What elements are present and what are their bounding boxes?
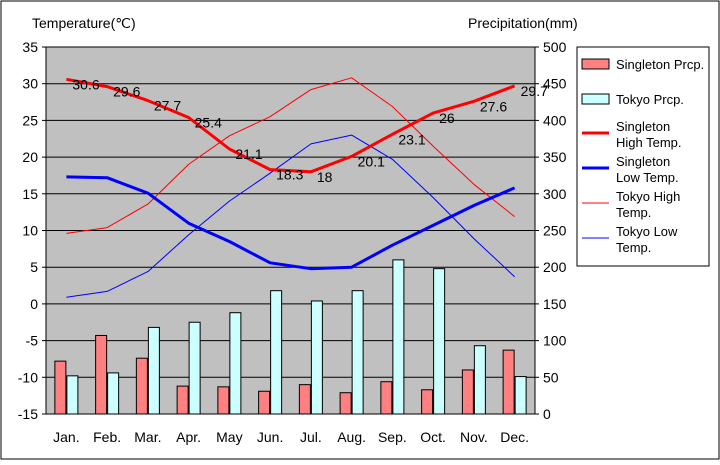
right-tick-label: 150 xyxy=(543,296,567,312)
data-label: 20.1 xyxy=(358,153,385,169)
x-tick-label: Jan. xyxy=(53,429,79,445)
precip-bar xyxy=(310,300,323,415)
left-tick-label: 35 xyxy=(22,39,38,55)
left-tick-label: 20 xyxy=(22,149,38,165)
left-tick-label: 10 xyxy=(22,223,38,239)
data-label: 29.7 xyxy=(521,83,548,99)
legend-label: Temp. xyxy=(616,240,651,255)
right-axis-title: Precipitation(mm) xyxy=(468,15,578,31)
right-tick-label: 50 xyxy=(543,369,559,385)
precip-bar xyxy=(380,381,393,415)
data-labels: 30.6 29.6 27.7 25.4 21.1 18.3 18 20.1 23.1 26 27.6… xyxy=(72,76,548,184)
temperature-lines xyxy=(66,77,516,298)
data-label: 25.4 xyxy=(195,114,222,130)
precip-bar xyxy=(473,345,486,415)
left-tick-label: 5 xyxy=(30,259,38,275)
right-tick-label: 200 xyxy=(543,259,567,275)
x-tick-label: Dec. xyxy=(500,429,529,445)
legend-label: Singleton Prcp. xyxy=(616,57,704,72)
x-tick-label: Mar. xyxy=(134,429,161,445)
legend-label: Singleton xyxy=(616,154,670,169)
precip-bar xyxy=(176,385,189,415)
temp-line xyxy=(66,77,515,234)
precip-bar xyxy=(502,349,515,415)
temp-line xyxy=(66,77,516,174)
right-tick-label: 450 xyxy=(543,76,567,92)
right-tick-label: 300 xyxy=(543,186,567,202)
data-label: 30.6 xyxy=(72,76,99,92)
precip-bar xyxy=(95,334,108,415)
data-label: 29.6 xyxy=(113,84,140,100)
legend-label: Tokyo Low xyxy=(616,224,678,239)
precip-bar xyxy=(433,268,446,415)
data-label: 27.6 xyxy=(480,98,507,114)
right-tick-label: 250 xyxy=(543,223,567,239)
x-tick-label: Apr. xyxy=(176,429,201,445)
precip-bar xyxy=(229,312,242,415)
left-tick-label: 15 xyxy=(22,186,38,202)
precip-bar xyxy=(339,392,352,415)
right-tick-label: 500 xyxy=(543,39,567,55)
x-tick-label: Oct. xyxy=(420,429,446,445)
left-axis-ticks: 35 30 25 20 15 10 5 0 -5 -10 -15 xyxy=(18,39,46,422)
left-axis-title: Temperature(℃) xyxy=(32,15,136,31)
left-tick-label: 30 xyxy=(22,76,38,92)
legend-label: Singleton xyxy=(616,119,670,134)
right-tick-label: 350 xyxy=(543,149,567,165)
precip-bar xyxy=(54,360,67,415)
x-tick-label: Feb. xyxy=(93,429,121,445)
x-tick-label: Nov. xyxy=(460,429,488,445)
precip-bar xyxy=(147,326,160,415)
precip-bar xyxy=(66,375,79,415)
data-label: 27.7 xyxy=(154,98,181,114)
left-tick-label: -15 xyxy=(18,406,38,422)
precip-bar xyxy=(217,386,230,415)
precip-bar xyxy=(421,389,434,415)
right-tick-label: 400 xyxy=(543,112,567,128)
left-tick-label: 0 xyxy=(30,296,38,312)
x-tick-label: Jul. xyxy=(300,429,322,445)
precip-bar xyxy=(351,290,364,415)
precip-bar xyxy=(461,369,474,415)
data-label: 23.1 xyxy=(398,131,425,147)
left-tick-label: -5 xyxy=(26,333,39,349)
temp-line xyxy=(66,175,516,271)
legend-swatch xyxy=(581,93,610,105)
x-tick-label: Jun. xyxy=(257,429,283,445)
legend-label: High Temp. xyxy=(616,135,682,150)
x-tick-label: Aug. xyxy=(337,429,366,445)
left-tick-label: -10 xyxy=(18,369,38,385)
precip-bar xyxy=(270,290,283,415)
legend-swatch xyxy=(581,58,610,70)
precip-bar xyxy=(514,376,527,415)
legend-label: Temp. xyxy=(616,205,651,220)
x-tick-label: Sep. xyxy=(378,429,407,445)
right-tick-label: 100 xyxy=(543,333,567,349)
right-tick-label: 0 xyxy=(543,406,551,422)
precip-bar xyxy=(135,357,148,415)
legend-label: Tokyo Prcp. xyxy=(616,92,684,107)
x-tick-label: May xyxy=(216,429,242,445)
precip-bar xyxy=(298,384,311,415)
precip-bar xyxy=(258,390,271,415)
legend-label: Low Temp. xyxy=(616,170,679,185)
data-label: 21.1 xyxy=(235,146,262,162)
temp-line xyxy=(66,134,515,298)
legend-box xyxy=(576,46,710,267)
legend: Singleton Prcp.Tokyo Prcp.SingletonHigh … xyxy=(581,57,704,255)
precip-bar xyxy=(107,372,120,415)
data-label: 18.3 xyxy=(276,167,303,183)
data-label: 18 xyxy=(317,169,333,185)
x-axis-ticks: Jan. Feb. Mar. Apr. May Jun. Jul. Aug. Sep. Oct. N… xyxy=(53,429,529,445)
precip-bar xyxy=(188,321,201,415)
left-tick-label: 25 xyxy=(22,112,38,128)
precip-bar xyxy=(392,259,405,415)
legend-label: Tokyo High xyxy=(616,189,680,204)
data-label: 26 xyxy=(439,110,455,126)
